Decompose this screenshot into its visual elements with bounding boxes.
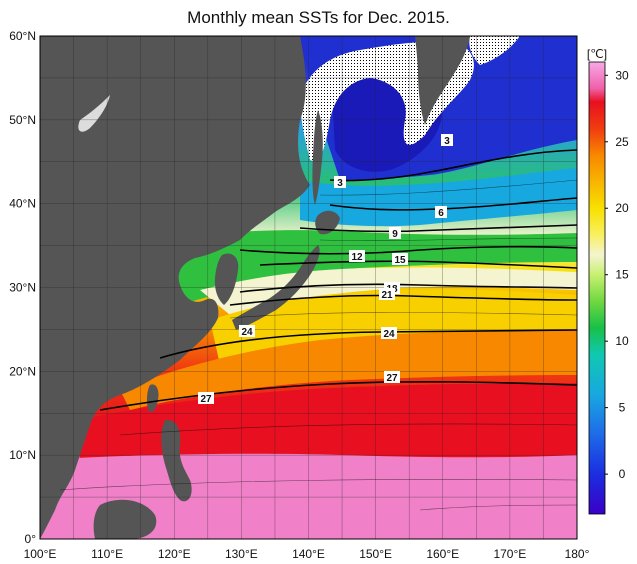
colorbar: [℃] 30 25 20 15 10 5 0 (587, 47, 629, 515)
isotherms (99, 149, 577, 411)
iso-label-box (379, 288, 395, 300)
isotherm-labels: 3 3 6 9 12 15 18 21 24 24 27 27 (198, 134, 453, 405)
iso-label-3-west: 3 (337, 178, 343, 189)
colorbar-tick-label: 10 (615, 334, 629, 348)
land-taiwan (146, 384, 159, 412)
lat-label: 20°N (9, 364, 36, 378)
iso-label-box (392, 253, 408, 265)
iso-label-24-east: 24 (383, 329, 395, 340)
lon-label: 100°E (24, 547, 57, 561)
isotherm-6 (329, 197, 577, 211)
iso-label-15: 15 (394, 255, 406, 266)
iso-label-12: 12 (351, 252, 363, 263)
sst-band-green (170, 230, 577, 305)
colorbar-tick-label: 20 (615, 201, 629, 215)
colorbar-tick-label: 5 (619, 401, 626, 415)
iso-label-box (389, 227, 401, 239)
colorbar-tick-label: 0 (619, 467, 626, 481)
iso-label-box (349, 250, 365, 262)
lon-label: 120°E (158, 547, 191, 561)
iso-label-27-west: 27 (200, 394, 212, 405)
land-philippines (161, 419, 192, 502)
land-japan-hokkaido (315, 210, 340, 235)
lon-label: 150°E (359, 547, 392, 561)
isotherm-15 (259, 260, 577, 269)
latitude-labels: 60°N 50°N 40°N 30°N 20°N 10°N 0° (9, 29, 36, 546)
lon-label: 180° (565, 547, 590, 561)
lon-label: 160°E (426, 547, 459, 561)
lon-label: 170°E (493, 547, 526, 561)
iso-label-6: 6 (438, 208, 444, 219)
iso-label-box (441, 134, 453, 146)
isotherm-24 (159, 329, 577, 359)
lon-label: 140°E (292, 547, 325, 561)
colorbar-ticks: 30 25 20 15 10 5 0 (605, 68, 629, 481)
lat-label: 10°N (9, 448, 36, 462)
sst-band-orange (120, 331, 577, 410)
iso-label-9: 9 (392, 229, 398, 240)
isotherm-18 (239, 283, 577, 293)
isotherm-27 (99, 380, 577, 411)
iso-label-box (384, 371, 400, 383)
sst-band-subarctic (300, 168, 577, 227)
iso-label-3-east: 3 (444, 136, 450, 147)
lon-label: 130°E (225, 547, 258, 561)
grid-lines (40, 36, 577, 539)
land-lake (78, 95, 110, 132)
isotherm-12 (239, 245, 577, 255)
colorbar-scale (588, 61, 606, 515)
lat-label: 30°N (9, 281, 36, 295)
iso-label-24-west: 24 (241, 327, 253, 338)
iso-label-box (239, 325, 255, 337)
iso-label-box (381, 327, 397, 339)
iso-label-box (198, 392, 214, 404)
land-korea (214, 253, 239, 305)
land-japan-honshu (232, 245, 320, 330)
lat-label: 0° (25, 532, 37, 546)
lon-label: 110°E (91, 547, 123, 561)
iso-label-27-east: 27 (386, 373, 398, 384)
colorbar-unit: [℃] (587, 47, 607, 61)
land-sakhalin (312, 110, 323, 205)
longitude-labels: 100°E 110°E 120°E 130°E 140°E 150°E 160°E 170°E… (24, 547, 590, 561)
iso-label-box (435, 206, 447, 218)
isotherm-21 (229, 294, 577, 306)
iso-label-box (334, 176, 346, 188)
iso-label-21: 21 (381, 290, 393, 301)
map-frame (39, 35, 578, 540)
lat-label: 60°N (9, 29, 36, 43)
lat-label: 50°N (9, 113, 36, 127)
isotherm-3 (329, 149, 577, 182)
isotherm-9 (299, 224, 577, 233)
lat-label: 40°N (9, 197, 36, 211)
colorbar-tick-label: 25 (615, 135, 629, 149)
colorbar-tick-label: 15 (615, 268, 629, 282)
colorbar-tick-label: 30 (615, 68, 629, 82)
sea-ice-bering (469, 36, 520, 65)
map-title: Monthly mean SSTs for Dec. 2015. (187, 8, 450, 27)
